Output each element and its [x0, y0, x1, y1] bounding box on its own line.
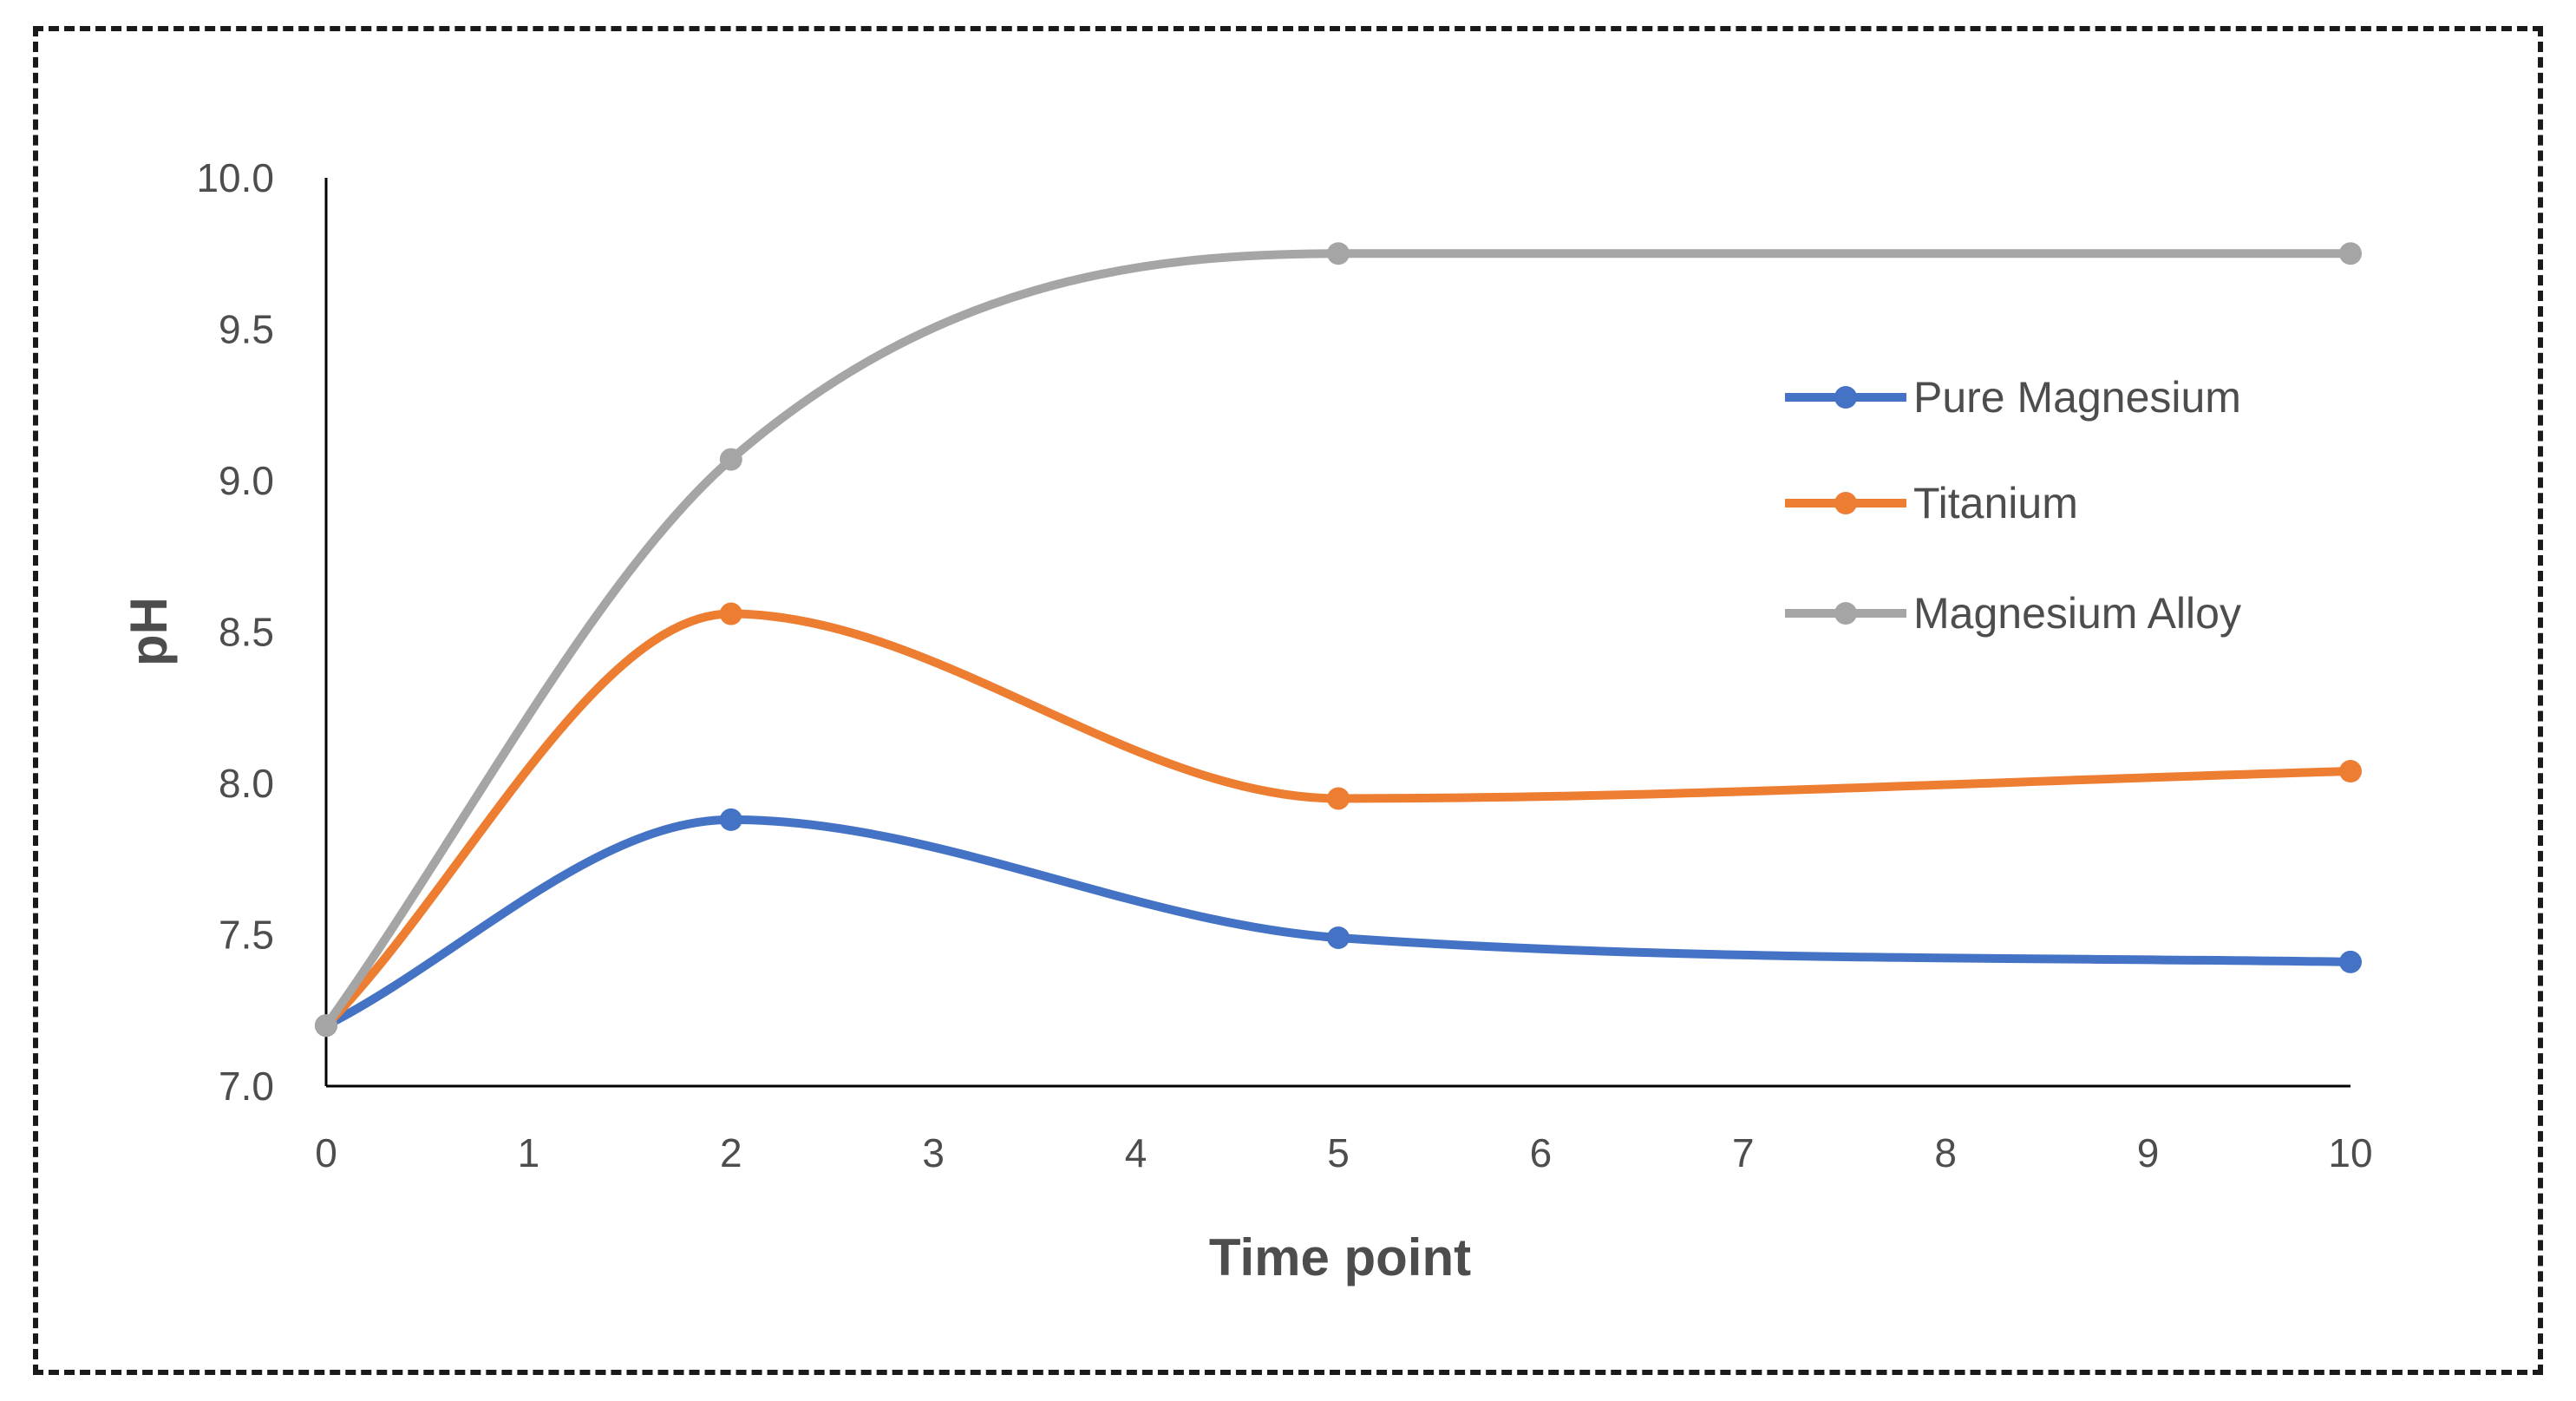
x-tick-label: 0: [315, 1130, 337, 1175]
data-point-magnesium-alloy: [1327, 242, 1350, 265]
series-line-magnesium-alloy: [322, 249, 2355, 1031]
y-tick-label: 9.5: [219, 307, 274, 352]
data-point-pure-magnesium: [719, 808, 742, 831]
y-axis-title: pH: [120, 597, 178, 666]
x-tick-label: 2: [720, 1130, 742, 1175]
data-point-magnesium-alloy: [719, 448, 742, 471]
x-tick-label: 8: [1934, 1130, 1957, 1175]
x-tick-label: 9: [2137, 1130, 2160, 1175]
series-line-titanium: [322, 609, 2355, 1031]
x-tick-label: 4: [1125, 1130, 1147, 1175]
y-tick-label: 8.5: [219, 610, 274, 655]
y-tick-label: 10.0: [196, 155, 274, 200]
x-tick-label: 10: [2328, 1130, 2372, 1175]
x-axis-title: Time point: [1209, 1228, 1471, 1286]
data-point-pure-magnesium: [1327, 926, 1350, 949]
legend-label-magnesium-alloy: Magnesium Alloy: [1913, 589, 2241, 638]
data-point-magnesium-alloy: [315, 1014, 337, 1038]
legend-label-titanium: Titanium: [1913, 479, 2078, 527]
data-point-titanium: [719, 602, 742, 625]
legend-marker-titanium: [1834, 492, 1857, 514]
data-point-titanium: [1327, 787, 1350, 810]
series-layer: [315, 242, 2362, 1038]
y-tick-label: 9.0: [219, 458, 274, 503]
legend-marker-magnesium-alloy: [1834, 602, 1857, 625]
axes: 7.0 7.5 8.0 8.5 9.0 9.5 10.0 0 1 2 3 4 5 6 7 8 9 10: [196, 155, 2372, 1175]
x-tick-label: 6: [1530, 1130, 1553, 1175]
x-tick-label: 1: [518, 1130, 540, 1175]
legend-marker-pure-magnesium: [1834, 386, 1857, 409]
data-point-magnesium-alloy: [2339, 242, 2362, 265]
data-point-titanium: [2339, 760, 2362, 783]
y-tick-label: 7.0: [219, 1064, 274, 1109]
y-tick-label: 7.5: [219, 913, 274, 958]
series-line-pure-magnesium: [322, 815, 2355, 1031]
data-point-pure-magnesium: [2339, 950, 2362, 973]
legend-label-pure-magnesium: Pure Magnesium: [1913, 373, 2241, 422]
x-tick-label: 5: [1327, 1130, 1350, 1175]
legend: Pure Magnesium Titanium Magnesium Alloy: [1785, 373, 2241, 638]
x-tick-label: 3: [922, 1130, 945, 1175]
x-tick-label: 7: [1732, 1130, 1755, 1175]
y-tick-label: 8.0: [219, 761, 274, 806]
